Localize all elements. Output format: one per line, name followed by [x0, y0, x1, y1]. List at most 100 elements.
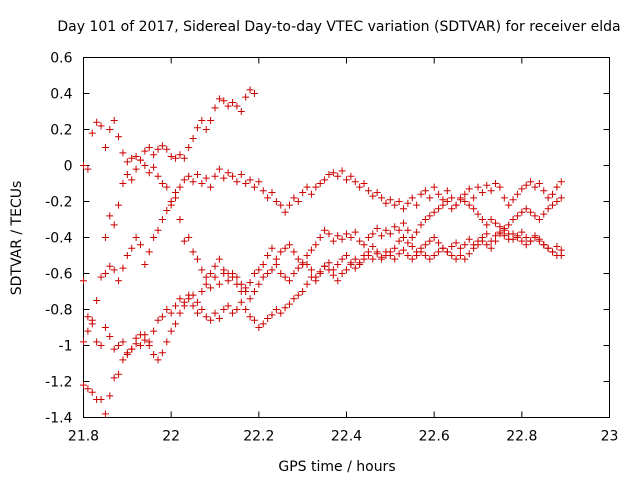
data-point	[255, 178, 263, 186]
data-point	[193, 255, 201, 263]
data-point	[364, 234, 372, 241]
data-point	[509, 216, 517, 223]
data-point	[93, 118, 101, 126]
data-point	[386, 196, 394, 204]
data-point	[97, 342, 105, 349]
data-point	[115, 201, 123, 209]
data-point	[259, 187, 267, 195]
data-point	[277, 270, 285, 277]
data-point	[391, 223, 399, 231]
data-point	[513, 212, 521, 220]
data-point	[474, 183, 482, 191]
data-point	[527, 208, 535, 216]
data-point	[399, 205, 407, 213]
data-point	[351, 264, 359, 272]
data-point	[80, 277, 87, 285]
data-point	[290, 270, 298, 277]
data-point	[294, 264, 302, 272]
data-point	[145, 169, 153, 177]
data-point	[404, 252, 412, 259]
data-point	[369, 255, 377, 263]
y-tick-label: -0.6	[45, 267, 72, 283]
data-point	[329, 169, 337, 177]
data-point	[272, 261, 280, 268]
data-point	[470, 205, 478, 213]
data-point	[456, 244, 464, 252]
series-track-b	[101, 156, 565, 241]
data-point	[531, 183, 539, 191]
data-point	[132, 334, 140, 342]
data-point	[549, 248, 557, 256]
data-point	[277, 248, 285, 256]
data-point	[193, 298, 201, 306]
data-point	[299, 189, 307, 196]
data-point	[176, 183, 184, 191]
data-point	[123, 349, 131, 357]
data-point	[233, 306, 241, 313]
data-point	[128, 176, 136, 184]
data-point	[246, 279, 254, 286]
data-point	[198, 306, 206, 313]
data-points	[80, 86, 565, 418]
data-point	[334, 261, 342, 268]
data-point	[224, 169, 232, 177]
data-point	[242, 180, 250, 187]
data-point	[237, 171, 245, 178]
data-point	[101, 410, 109, 418]
y-tick-label: 0.4	[50, 87, 72, 103]
data-point	[483, 181, 491, 189]
data-point	[535, 216, 543, 223]
data-point	[259, 273, 267, 281]
data-point	[553, 243, 561, 250]
data-point	[224, 302, 232, 310]
x-tick-label: 22.2	[243, 429, 274, 445]
data-point	[198, 266, 206, 274]
data-point	[531, 212, 539, 220]
data-point	[439, 201, 447, 209]
data-point	[101, 324, 109, 331]
data-point	[229, 99, 237, 106]
data-point	[334, 172, 342, 180]
y-tick-label: 0.6	[50, 51, 72, 67]
data-point	[281, 208, 289, 216]
data-point	[303, 183, 311, 191]
data-point	[207, 284, 215, 292]
data-point	[207, 117, 215, 124]
data-point	[150, 327, 158, 335]
data-point	[207, 270, 215, 277]
data-point	[343, 266, 350, 274]
data-point	[404, 239, 412, 247]
x-tick-label: 23	[601, 429, 619, 445]
data-point	[343, 176, 350, 184]
data-point	[395, 250, 403, 258]
data-point	[483, 230, 491, 238]
data-point	[426, 237, 434, 245]
data-point	[119, 356, 127, 364]
data-point	[544, 194, 552, 202]
data-point	[185, 291, 193, 299]
data-point	[277, 309, 285, 317]
data-point	[505, 201, 513, 209]
data-point	[325, 171, 333, 178]
data-point	[220, 174, 228, 182]
series-track-a	[80, 86, 258, 173]
data-point	[364, 187, 372, 195]
data-point	[250, 316, 258, 324]
data-point	[338, 270, 346, 277]
y-tick-label: 0	[64, 159, 73, 175]
series-track-c	[80, 194, 565, 328]
data-point	[110, 266, 118, 274]
data-point	[211, 104, 219, 112]
data-point	[286, 277, 294, 285]
data-point	[430, 208, 438, 216]
data-point	[88, 316, 96, 324]
data-point	[154, 172, 162, 180]
data-point	[211, 172, 219, 180]
data-point	[373, 248, 381, 256]
data-point	[189, 248, 197, 256]
data-point	[391, 255, 399, 263]
data-point	[80, 162, 87, 169]
data-point	[435, 239, 443, 247]
data-point	[299, 259, 307, 267]
chart-title: Day 101 of 2017, Sidereal Day-to-day VTE…	[57, 19, 620, 35]
